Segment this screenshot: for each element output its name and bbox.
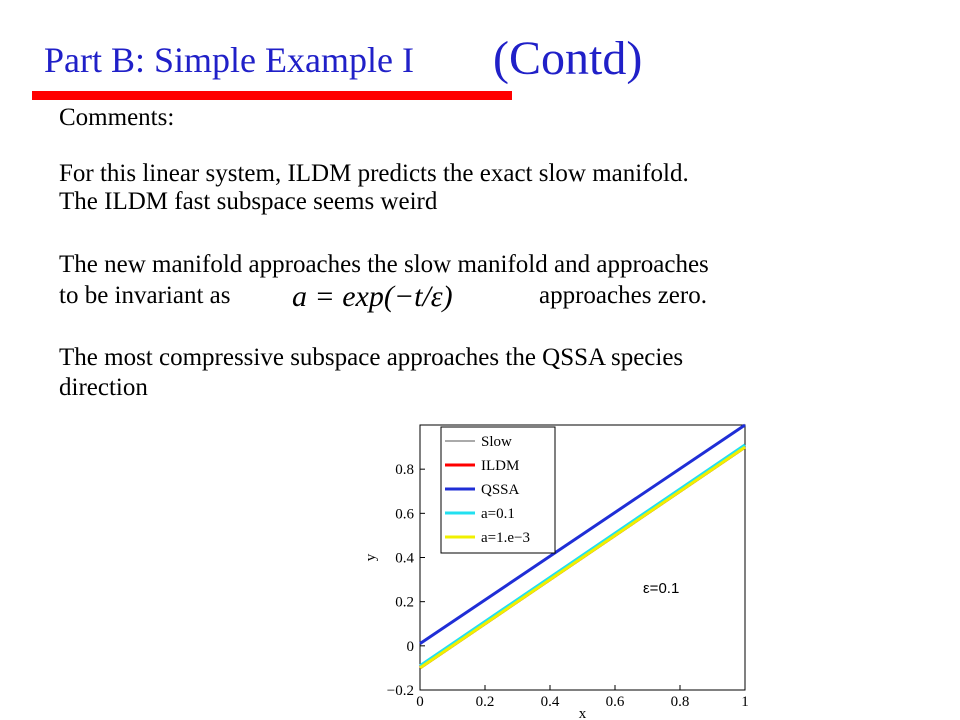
y-axis-label: y <box>363 553 379 561</box>
y-tick-label: 0.8 <box>395 462 414 478</box>
x-axis-label: x <box>579 706 587 720</box>
x-tick-label: 0.8 <box>671 694 690 710</box>
x-tick-label: 0 <box>416 694 424 710</box>
legend-label: a=0.1 <box>481 506 515 522</box>
series-line <box>419 445 746 670</box>
legend-label: ILDM <box>481 458 519 474</box>
legend-label: a=1.e−3 <box>481 530 530 546</box>
series-line <box>419 423 746 645</box>
comment-line: Comments: <box>59 104 174 131</box>
comment-line: direction <box>59 374 148 401</box>
y-tick-label: 0 <box>407 639 415 655</box>
slide-title-suffix: (Contd) <box>493 32 642 85</box>
comment-line: The ILDM fast subspace seems weird <box>59 188 438 215</box>
x-tick-label: 0.6 <box>606 694 625 710</box>
comment-line: to be invariant as <box>59 282 230 309</box>
title-underline <box>32 91 512 100</box>
formula: a = exp(−t/ε) <box>292 280 453 313</box>
slide-title: Part B: Simple Example I <box>44 40 414 80</box>
series-line <box>419 443 746 667</box>
y-tick-label: 0.6 <box>395 506 414 522</box>
x-tick-label: 0.4 <box>541 694 560 710</box>
legend-label: QSSA <box>481 482 520 498</box>
x-tick-label: 1 <box>741 694 749 710</box>
y-tick-label: 0.2 <box>395 595 414 611</box>
legend-label: Slow <box>481 434 512 450</box>
y-tick-label: 0.4 <box>395 551 414 567</box>
y-tick-label: −0.2 <box>387 683 414 699</box>
comment-line: The new manifold approaches the slow man… <box>59 251 709 278</box>
comment-line: For this linear system, ILDM predicts th… <box>59 160 689 187</box>
comment-line: The most compressive subspace approaches… <box>59 344 683 371</box>
annotation: ε=0.1 <box>643 580 679 597</box>
x-tick-label: 0.2 <box>476 694 495 710</box>
comment-line: approaches zero. <box>539 282 707 309</box>
